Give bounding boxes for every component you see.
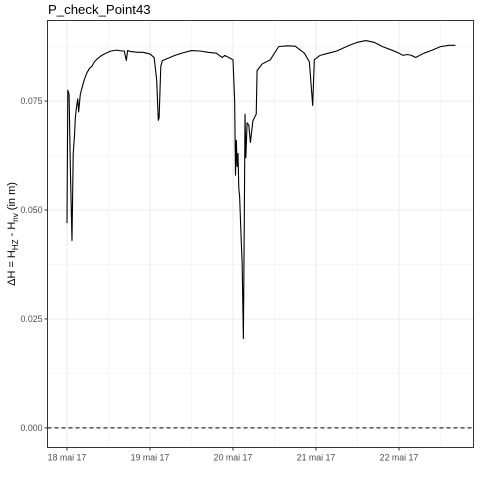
chart-title: P_check_Point43: [48, 2, 151, 17]
y-tick-label: 0.000: [20, 423, 42, 433]
y-axis-label: ΔH = HHZ - Hnv (in m): [6, 182, 20, 286]
x-tick-label: 20 mai 17: [214, 453, 253, 463]
y-tick-label: 0.050: [20, 205, 42, 215]
plot-border: [47, 20, 474, 448]
series-line: [66, 39, 456, 340]
plot-panel: [47, 20, 474, 448]
axes: 18 mai 17 19 mai 17 20 mai 17 21 mai 17 22 m…: [20, 96, 418, 462]
ylabel-sub2: nv: [11, 213, 20, 221]
y-tick-label: 0.075: [20, 96, 42, 106]
x-tick-label: 19 mai 17: [131, 453, 170, 463]
ylabel-suffix: (in m): [6, 182, 18, 213]
y-tick-label: 0.025: [20, 314, 42, 324]
grid-lines: [47, 20, 474, 448]
ylabel-prefix: ΔH = H: [6, 250, 18, 286]
x-tick-label: 22 mai 17: [380, 453, 419, 463]
x-tick-label: 18 mai 17: [48, 453, 87, 463]
x-tick-label: 21 mai 17: [297, 453, 336, 463]
ylabel-sub1: HZ: [11, 239, 20, 250]
ylabel-mid: - H: [6, 222, 18, 240]
